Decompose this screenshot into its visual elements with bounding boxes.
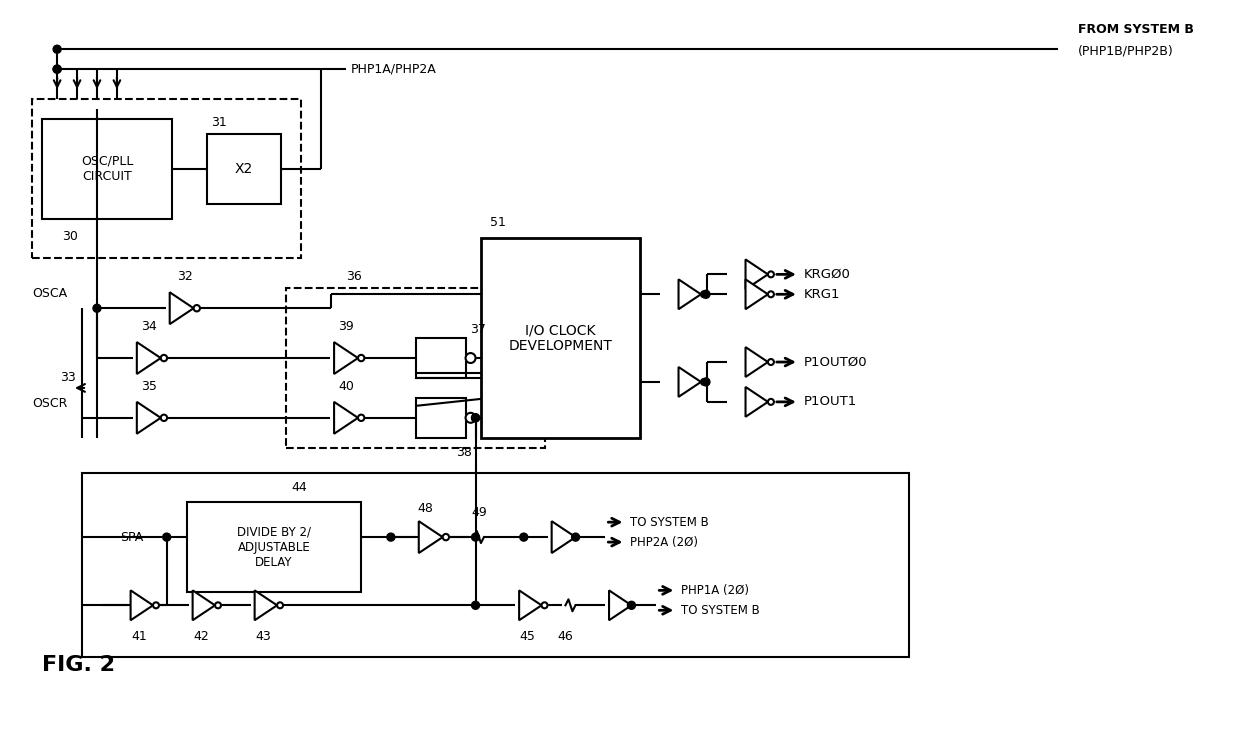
Circle shape [162,533,171,541]
Circle shape [153,602,159,608]
Bar [42,119,171,218]
Polygon shape [254,590,277,620]
Bar [82,472,909,657]
Text: 43: 43 [255,630,270,644]
Bar [415,398,465,438]
Circle shape [93,304,100,312]
Polygon shape [136,342,161,374]
Circle shape [53,45,61,53]
Bar [286,289,546,448]
Polygon shape [136,402,161,434]
Polygon shape [192,590,215,620]
Polygon shape [745,347,768,377]
Text: P1OUTØ0: P1OUTØ0 [804,356,868,368]
Text: TO SYSTEM B: TO SYSTEM B [681,604,760,617]
Circle shape [768,272,774,277]
Circle shape [702,290,711,298]
Circle shape [53,65,61,73]
Text: 45: 45 [520,630,536,644]
Text: FROM SYSTEM B: FROM SYSTEM B [1079,23,1194,35]
Polygon shape [552,521,575,553]
Circle shape [387,533,394,541]
Text: 34: 34 [141,320,156,333]
Text: 31: 31 [212,116,227,129]
Circle shape [627,601,635,610]
Circle shape [53,65,61,73]
Circle shape [471,414,480,422]
Bar [187,503,361,592]
Circle shape [443,534,449,540]
Text: X2: X2 [234,162,253,176]
Text: 36: 36 [346,270,362,283]
Polygon shape [419,521,443,553]
Polygon shape [609,590,631,620]
Text: 42: 42 [193,630,208,644]
Circle shape [471,414,480,422]
Text: FIG. 2: FIG. 2 [42,655,115,675]
Text: 39: 39 [339,320,353,333]
Circle shape [358,415,365,421]
Text: TO SYSTEM B: TO SYSTEM B [630,516,709,528]
Circle shape [702,378,711,386]
Polygon shape [745,387,768,417]
Circle shape [465,353,476,363]
Circle shape [161,415,167,421]
Text: (PHP1B/PHP2B): (PHP1B/PHP2B) [1079,45,1174,58]
Text: 37: 37 [470,323,486,336]
Text: KRGØ0: KRGØ0 [804,268,851,281]
Text: I/O CLOCK
DEVELOPMENT: I/O CLOCK DEVELOPMENT [508,323,613,354]
Polygon shape [678,280,701,309]
Polygon shape [130,590,153,620]
Text: PHP1A/PHP2A: PHP1A/PHP2A [351,63,436,75]
Circle shape [768,292,774,297]
Circle shape [471,533,480,541]
Polygon shape [678,367,701,397]
Circle shape [701,292,707,297]
Circle shape [701,379,707,385]
Circle shape [768,399,774,405]
Text: OSC/PLL
CIRCUIT: OSC/PLL CIRCUIT [81,155,133,183]
Circle shape [520,533,528,541]
Circle shape [358,355,365,361]
Text: P1OUT1: P1OUT1 [804,396,857,408]
Text: 41: 41 [131,630,146,644]
Text: OSCR: OSCR [32,397,68,410]
Circle shape [768,359,774,365]
Bar [207,134,281,204]
Text: 33: 33 [60,371,76,384]
Circle shape [465,413,476,423]
Polygon shape [745,260,768,289]
Circle shape [542,602,548,608]
Text: PHP2A (2Ø): PHP2A (2Ø) [630,536,698,548]
Polygon shape [745,280,768,309]
Text: 51: 51 [491,215,506,229]
Bar [32,99,301,258]
Text: PHP1A (2Ø): PHP1A (2Ø) [681,584,749,597]
Text: 48: 48 [418,502,434,515]
Bar [415,338,465,378]
Polygon shape [520,590,542,620]
Text: 46: 46 [558,630,573,644]
Circle shape [572,533,579,541]
Text: 40: 40 [339,380,353,393]
Polygon shape [334,402,358,434]
Circle shape [193,305,200,311]
Circle shape [277,602,283,608]
Bar [481,238,640,438]
Circle shape [471,601,480,610]
Circle shape [161,355,167,361]
Circle shape [215,602,221,608]
Text: 32: 32 [176,270,192,283]
Text: 38: 38 [455,446,471,459]
Polygon shape [170,292,193,324]
Text: 44: 44 [291,481,308,494]
Text: DIVIDE BY 2/
ADJUSTABLE
DELAY: DIVIDE BY 2/ ADJUSTABLE DELAY [237,525,311,568]
Text: OSCA: OSCA [32,287,67,300]
Text: SPA: SPA [120,531,144,544]
Text: 35: 35 [141,380,156,393]
Text: 30: 30 [62,230,78,244]
Text: 49: 49 [471,506,487,519]
Text: KRG1: KRG1 [804,288,841,301]
Polygon shape [334,342,358,374]
